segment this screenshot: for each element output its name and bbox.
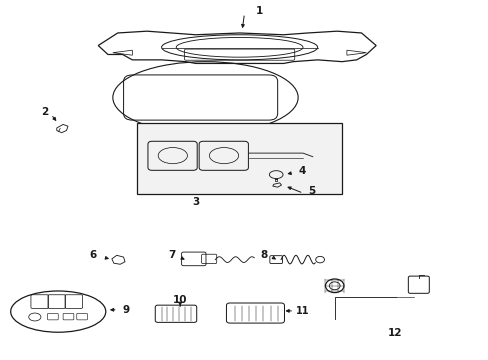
Text: 3: 3 (192, 197, 199, 207)
Bar (137, 123, 341, 194)
Text: 8: 8 (260, 249, 267, 260)
Text: 1: 1 (255, 6, 262, 17)
Text: 10: 10 (173, 295, 187, 305)
Text: 2: 2 (41, 107, 48, 117)
Text: 9: 9 (122, 305, 130, 315)
Text: 4: 4 (298, 166, 305, 176)
Text: 12: 12 (386, 328, 401, 338)
Text: 7: 7 (168, 250, 176, 260)
Text: 6: 6 (89, 250, 97, 260)
Text: 5: 5 (307, 186, 315, 197)
Text: 11: 11 (296, 306, 309, 316)
